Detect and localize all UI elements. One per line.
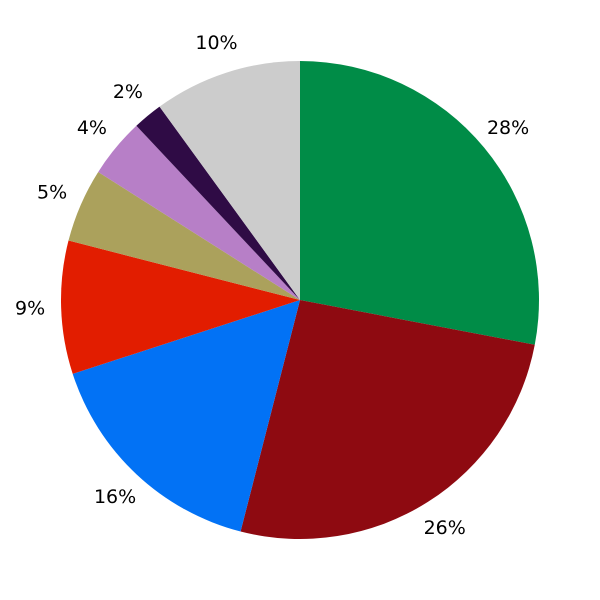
pie-slice-9pct (61, 240, 300, 374)
pie-slice-10pct (159, 61, 300, 300)
pie-slice-4pct (98, 125, 301, 300)
pie-slice-label: 10% (195, 32, 237, 54)
pie-slice-label: 4% (77, 117, 107, 139)
pie-slice-label: 28% (487, 117, 529, 139)
pie-slice-label: 2% (113, 81, 143, 103)
pie-slice-label: 26% (424, 517, 466, 539)
pie-slice-16pct (72, 300, 300, 532)
pie-slice-label: 9% (15, 298, 45, 320)
pie-slice-5pct (68, 171, 300, 300)
pie-slice-26pct (240, 300, 535, 540)
pie-slice-label: 5% (37, 182, 67, 204)
pie-slice-label: 16% (94, 486, 136, 508)
pie-slice-2pct (136, 106, 300, 300)
pie-slice-28pct (300, 61, 540, 345)
